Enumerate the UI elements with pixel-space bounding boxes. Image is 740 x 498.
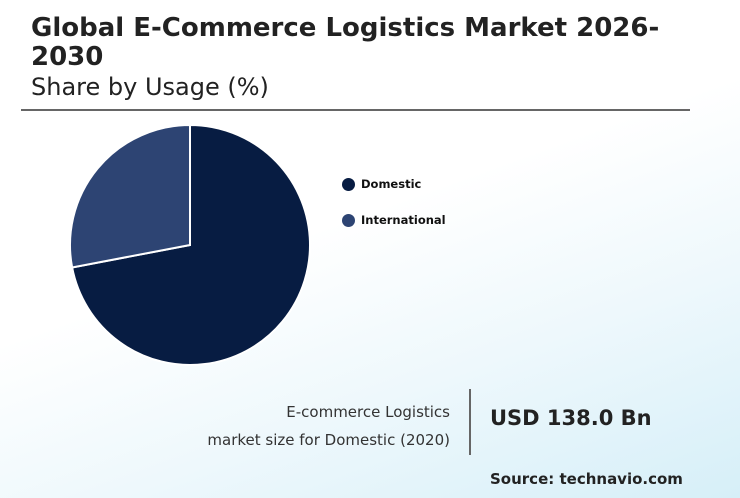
- pie-slice-domestic: [70, 123, 311, 366]
- legend-swatch-domestic: [342, 177, 355, 191]
- chart-subtitle: Share by Usage (%): [31, 73, 269, 101]
- market-size-value: USD 138.0 Bn: [490, 406, 652, 430]
- pie-slice-international: [69, 123, 191, 269]
- market-size-label-line2: market size for Domestic (2020): [207, 431, 450, 449]
- legend-item-international: International: [342, 211, 446, 229]
- legend: Domestic International: [342, 175, 446, 247]
- header-divider: [21, 109, 690, 111]
- legend-swatch-international: [342, 213, 355, 227]
- legend-label-international: International: [361, 213, 446, 227]
- market-size-label: E-commerce Logistics market size for Dom…: [207, 398, 450, 454]
- stat-divider: [469, 389, 471, 455]
- source-credit: Source: technavio.com: [490, 470, 683, 488]
- legend-item-domestic: Domestic: [342, 175, 446, 193]
- market-size-label-line1: E-commerce Logistics: [286, 403, 450, 421]
- legend-label-domestic: Domestic: [361, 177, 422, 191]
- chart-title: Global E-Commerce Logistics Market 2026-…: [31, 13, 660, 72]
